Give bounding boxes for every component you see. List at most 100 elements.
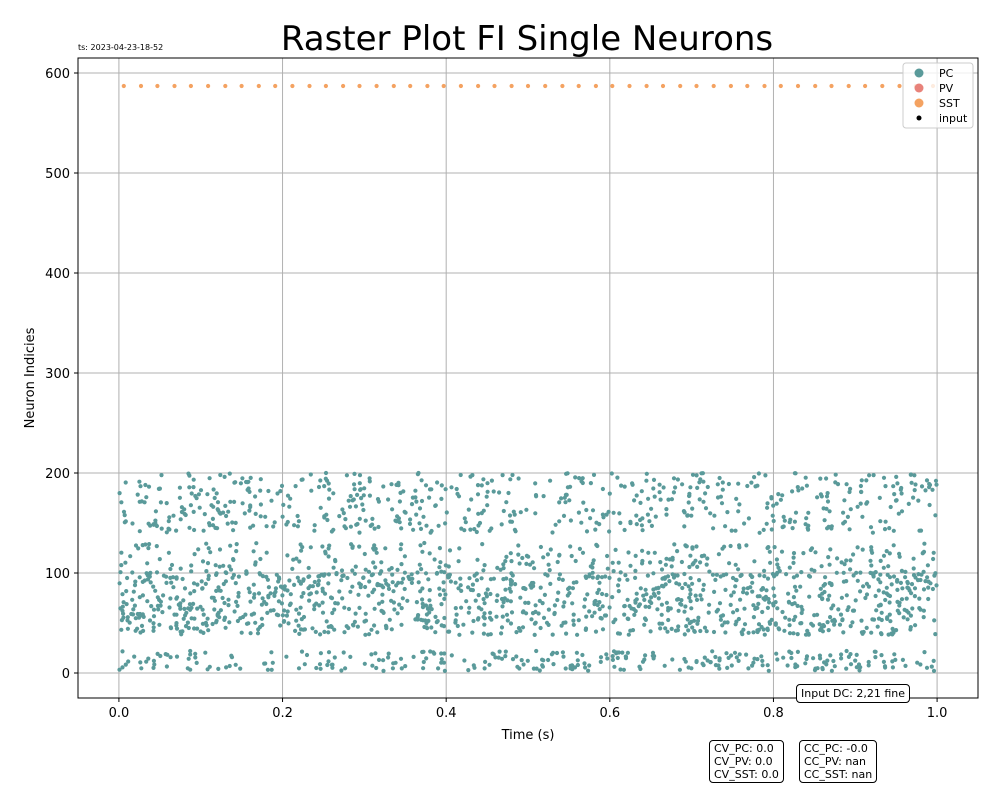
- pc-spike-point: [119, 627, 124, 632]
- pc-spike-point: [661, 485, 666, 490]
- pc-spike-point: [201, 528, 206, 533]
- pc-spike-point: [625, 650, 631, 655]
- pc-spike-point: [552, 603, 558, 608]
- pc-spike-point: [145, 561, 150, 566]
- pc-spike-point: [712, 589, 717, 595]
- pc-spike-point: [685, 513, 690, 518]
- pc-spike-point: [903, 663, 908, 669]
- pc-spike-point: [549, 652, 555, 657]
- pc-spike-point: [760, 658, 765, 664]
- pc-spike-point: [326, 650, 332, 655]
- pc-spike-point: [310, 584, 315, 589]
- pc-spike-point: [281, 619, 286, 624]
- pc-spike-point: [818, 492, 824, 497]
- pc-spike-point: [773, 622, 778, 627]
- pc-spike-point: [184, 610, 189, 616]
- pc-spike-point: [481, 508, 486, 513]
- pc-spike-point: [276, 575, 282, 580]
- pc-spike-point: [717, 601, 723, 606]
- cv-stats-box: CV_PC: 0.0 CV_PV: 0.0 CV_SST: 0.0: [709, 740, 784, 783]
- pc-spike-point: [294, 607, 299, 612]
- pc-spike-point: [417, 506, 423, 511]
- pc-spike-point: [671, 476, 677, 481]
- pc-spike-point: [371, 546, 376, 551]
- pc-spike-point: [414, 499, 419, 504]
- pc-spike-point: [537, 598, 542, 604]
- pc-spike-point: [909, 591, 914, 596]
- pc-spike-point: [141, 628, 146, 634]
- pc-spike-point: [894, 498, 899, 503]
- pc-spike-point: [358, 487, 363, 492]
- pc-spike-point: [407, 576, 412, 581]
- pc-spike-point: [612, 664, 617, 669]
- pc-spike-point: [827, 581, 832, 586]
- pc-spike-point: [504, 554, 509, 560]
- pc-spike-point: [864, 581, 870, 586]
- pc-spike-point: [238, 481, 243, 486]
- pc-spike-point: [836, 607, 841, 612]
- pc-spike-point: [820, 591, 825, 596]
- pc-spike-point: [320, 610, 326, 615]
- pc-spike-point: [570, 586, 576, 591]
- pc-spike-point: [590, 565, 595, 570]
- cc-pc-text: CC_PC: -0.0: [804, 742, 868, 755]
- pc-spike-point: [782, 628, 787, 633]
- pc-spike-point: [294, 618, 299, 623]
- pc-spike-point: [842, 498, 847, 503]
- pc-spike-point: [265, 610, 270, 616]
- pc-spike-point: [879, 653, 884, 658]
- pc-spike-point: [146, 546, 151, 551]
- pc-spike-point: [662, 663, 667, 668]
- pc-spike-point: [766, 668, 771, 673]
- pc-spike-point: [326, 554, 331, 559]
- pc-spike-point: [280, 613, 285, 618]
- pc-spike-point: [611, 649, 617, 654]
- pc-spike-point: [607, 491, 612, 496]
- sst-spike-point: [121, 83, 126, 89]
- pc-spike-point: [690, 546, 695, 551]
- pc-spike-point: [561, 513, 567, 519]
- pc-spike-point: [728, 602, 733, 608]
- pc-spike-point: [774, 651, 779, 656]
- pc-spike-point: [679, 602, 684, 607]
- pc-spike-point: [651, 591, 657, 596]
- pc-spike-point: [912, 586, 918, 591]
- pc-spike-point: [301, 591, 306, 596]
- pc-spike-point: [733, 528, 738, 533]
- pc-spike-point: [235, 603, 240, 609]
- pc-spike-point: [626, 632, 631, 637]
- pc-spike-point: [697, 480, 702, 485]
- pc-spike-point: [611, 620, 616, 625]
- pc-spike-point: [426, 618, 431, 624]
- pc-spike-point: [376, 601, 382, 606]
- pc-spike-point: [374, 665, 379, 671]
- pc-spike-point: [399, 562, 404, 567]
- pc-spike-point: [123, 519, 128, 524]
- pc-spike-point: [622, 527, 627, 533]
- pc-spike-point: [630, 481, 635, 486]
- pc-spike-point: [417, 521, 422, 526]
- pc-spike-point: [135, 492, 140, 497]
- pc-spike-point: [557, 519, 562, 524]
- pc-spike-point: [474, 578, 480, 583]
- pc-spike-point: [859, 489, 864, 494]
- pc-spike-point: [565, 485, 571, 490]
- pc-spike-point: [470, 630, 475, 635]
- pc-spike-point: [202, 511, 207, 517]
- pc-spike-point: [573, 475, 578, 480]
- pc-spike-point: [605, 553, 610, 559]
- pc-spike-point: [604, 592, 609, 598]
- pc-spike-point: [647, 560, 653, 565]
- pc-spike-point: [752, 656, 757, 661]
- pc-spike-point: [588, 516, 593, 521]
- pc-spike-point: [690, 581, 695, 586]
- pc-spike-point: [692, 628, 697, 634]
- pc-spike-point: [454, 486, 459, 492]
- pc-spike-point: [619, 483, 624, 488]
- pc-spike-point: [295, 575, 300, 580]
- pc-spike-point: [733, 584, 738, 589]
- pc-spike-point: [398, 547, 403, 552]
- pc-spike-point: [367, 632, 372, 637]
- pc-spike-point: [844, 579, 849, 584]
- pc-spike-point: [258, 514, 263, 519]
